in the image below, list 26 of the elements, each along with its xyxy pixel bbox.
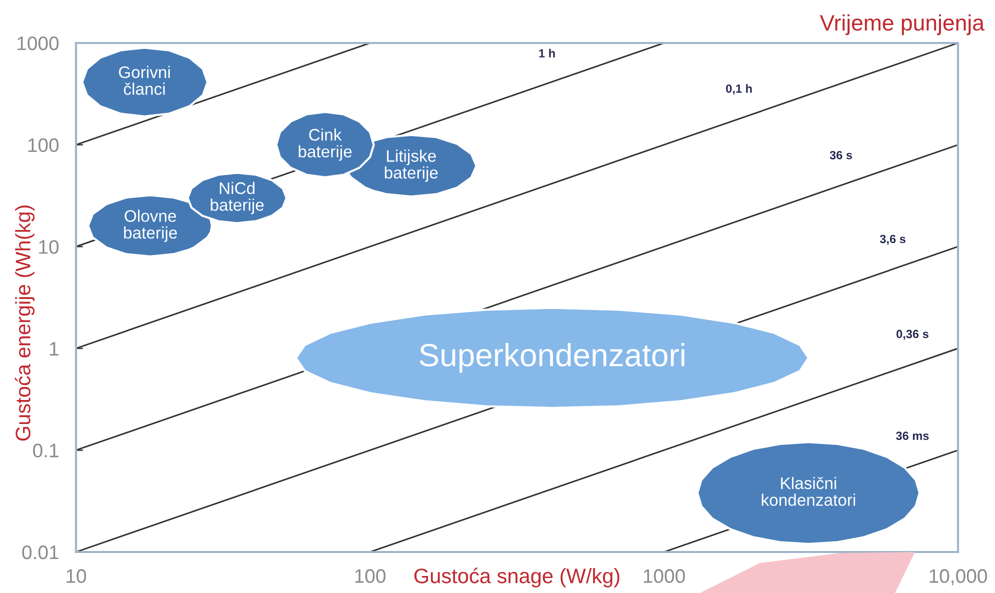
annotation: 3,6 s <box>880 234 906 245</box>
series-label: Olovne baterije <box>124 210 177 242</box>
y-tick-label: 1000 <box>18 36 59 50</box>
annotation: 36 s <box>830 150 852 160</box>
y-tick-label: 0.01 <box>22 545 58 560</box>
chart-title: Vrijeme punjenja <box>820 14 984 36</box>
x-tick-label: 100 <box>355 569 386 583</box>
series-label: NiCd baterije <box>210 182 264 214</box>
annotation: 1 h <box>539 48 555 58</box>
annotation: 0,1 h <box>726 84 752 95</box>
x-axis-title: Gustoća snage (W/kg) <box>414 568 620 588</box>
y-tick-label: 1 <box>50 342 58 356</box>
y-axis-title: Gustoća energije (Wh(kg) <box>14 206 35 441</box>
series-label: Klasični kondenzatori <box>762 476 856 506</box>
x-tick-label: 10 <box>66 569 86 583</box>
annotation: 36 ms <box>896 432 929 440</box>
series-label: Litijske baterije <box>384 150 438 182</box>
annotation: 0,36 s <box>896 330 928 340</box>
x-tick-label: 1000 <box>644 569 685 583</box>
series-label: Superkondenzatori <box>420 343 684 373</box>
y-tick-label: 100 <box>28 138 59 152</box>
y-tick-label: 0.1 <box>33 444 58 458</box>
series-label: Gorivni članci <box>118 66 170 95</box>
series-label: Cink baterije <box>298 128 352 161</box>
x-tick-label: 10,000 <box>930 569 987 586</box>
y-tick-label: 10 <box>39 240 59 254</box>
